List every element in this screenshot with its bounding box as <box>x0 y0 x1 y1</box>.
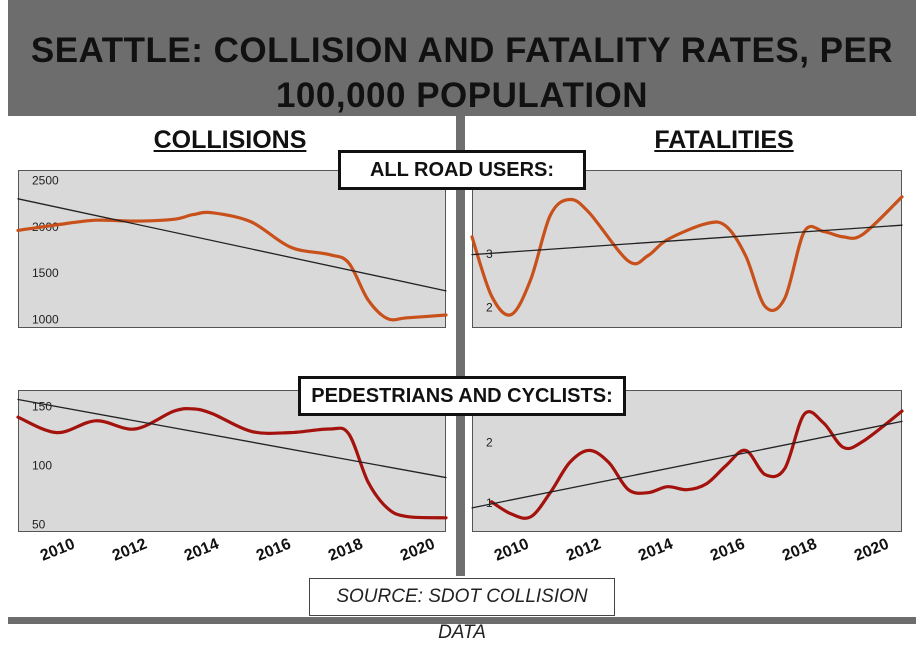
series-line <box>16 406 448 520</box>
trend-line <box>17 398 447 479</box>
trend-line <box>471 420 903 509</box>
all-road-users-label: ALL ROAD USERS: <box>338 150 586 190</box>
title-banner <box>8 0 916 116</box>
page-title: SEATTLE: COLLISION AND FATALITY RATES, P… <box>30 31 894 115</box>
pedestrians-cyclists-label: PEDESTRIANS AND CYCLISTS: <box>298 376 626 416</box>
x-tick-label: 2016 <box>708 535 748 565</box>
y-tick-label: 100 <box>32 459 52 473</box>
x-tick-label: 2014 <box>182 535 222 565</box>
collisions-heading: COLLISIONS <box>153 126 307 154</box>
x-tick-label: 2012 <box>110 535 150 565</box>
x-tick-label: 2012 <box>564 535 604 565</box>
series-line <box>16 210 448 322</box>
plot-area <box>18 170 446 328</box>
x-tick-label: 2016 <box>254 535 294 565</box>
trend-line <box>471 224 903 256</box>
y-tick-label: 1 <box>486 496 493 510</box>
x-tick-label: 2010 <box>492 535 532 565</box>
x-tick-label: 2014 <box>636 535 676 565</box>
x-tick-label: 2018 <box>326 535 366 565</box>
y-tick-label: 2500 <box>32 173 59 187</box>
column-divider <box>456 116 465 576</box>
y-tick-label: 150 <box>32 399 52 413</box>
x-tick-label: 2020 <box>852 535 892 565</box>
y-tick-label: 2 <box>486 435 493 449</box>
fatalities-all-road-users-chart: 23 <box>470 170 904 328</box>
y-tick-label: 50 <box>32 518 46 532</box>
fatalities-heading: FATALITIES <box>654 126 794 154</box>
y-tick-label: 1000 <box>32 313 59 327</box>
series-line <box>489 409 904 520</box>
trend-line <box>17 198 447 292</box>
plot-area <box>472 170 902 328</box>
bottom-bar <box>8 617 916 624</box>
y-tick-label: 2 <box>486 301 493 315</box>
source-note: SOURCE: SDOT COLLISION DATA <box>309 578 615 643</box>
x-tick-label: 2018 <box>780 535 820 565</box>
x-tick-label: 2010 <box>38 535 78 565</box>
y-tick-label: 1500 <box>32 266 59 280</box>
x-tick-label: 2020 <box>398 535 438 565</box>
